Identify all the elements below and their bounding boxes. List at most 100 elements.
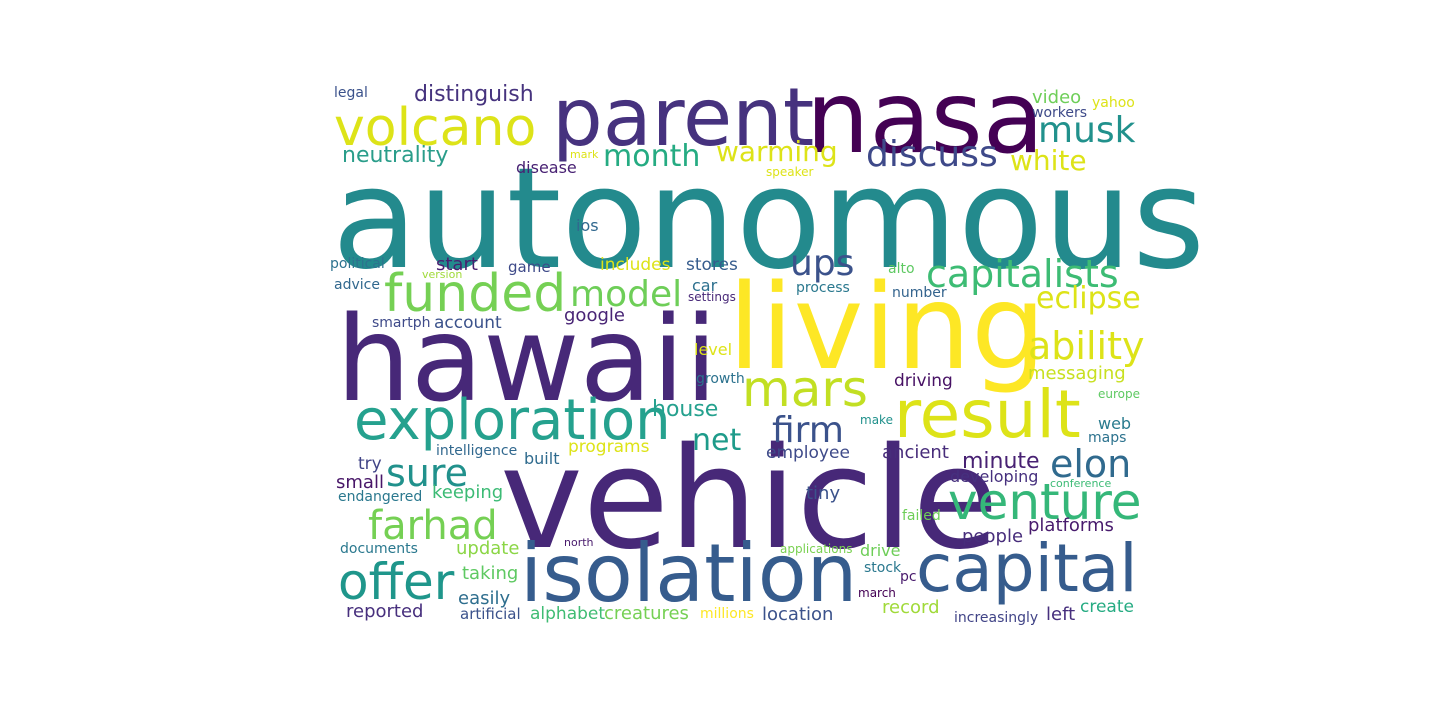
word-version: version <box>422 268 463 281</box>
word-update: update <box>456 538 520 559</box>
word-mark: mark <box>570 148 599 161</box>
word-parent: parent <box>552 71 815 164</box>
word-ancient: ancient <box>882 442 949 463</box>
word-record: record <box>882 597 940 618</box>
word-isolation: isolation <box>520 527 858 620</box>
word-neutrality: neutrality <box>342 143 449 168</box>
word-people: people <box>962 526 1024 547</box>
word-employee: employee <box>766 443 850 463</box>
word-number: number <box>892 285 947 301</box>
word-ios: ios <box>576 216 599 235</box>
word-applications: applications <box>780 542 853 556</box>
word-sure: sure <box>386 451 469 495</box>
word-platforms: platforms <box>1028 515 1114 536</box>
word-level: level <box>694 340 733 359</box>
word-ups: ups <box>790 243 855 284</box>
word-europe: europe <box>1098 387 1140 401</box>
word-house: house <box>652 397 719 422</box>
word-eclipse: eclipse <box>1036 281 1141 316</box>
word-conference: conference <box>1050 477 1112 490</box>
word-yahoo: yahoo <box>1092 95 1135 111</box>
word-workers: workers <box>1032 105 1088 121</box>
word-growth: growth <box>696 371 745 387</box>
word-disease: disease <box>516 158 577 177</box>
word-autonomous: autonomous <box>332 138 1206 301</box>
word-endangered: endangered <box>338 489 423 505</box>
word-living: living <box>728 258 1046 396</box>
word-funded: funded <box>384 264 567 324</box>
word-easily: easily <box>458 588 511 609</box>
word-documents: documents <box>340 541 418 557</box>
word-intelligence: intelligence <box>436 443 518 459</box>
word-location: location <box>762 604 834 625</box>
word-developing: developing <box>950 467 1039 486</box>
word-warming: warming <box>716 135 838 168</box>
word-capitalists: capitalists <box>926 252 1119 296</box>
word-mars: mars <box>742 360 868 418</box>
word-volcano: volcano <box>334 98 537 158</box>
word-capital: capital <box>916 530 1138 607</box>
word-driving: driving <box>894 371 953 391</box>
word-includes: includes <box>600 255 671 275</box>
word-small: small <box>336 472 384 493</box>
word-hawaii: hawaii <box>336 290 718 428</box>
word-political: political <box>330 256 385 272</box>
word-model: model <box>570 274 683 315</box>
word-car: car <box>692 276 718 295</box>
word-minute: minute <box>962 449 1040 474</box>
word-creatures: creatures <box>604 603 689 624</box>
word-stock: stock <box>864 560 902 576</box>
word-try: try <box>358 454 382 474</box>
word-keeping: keeping <box>432 482 504 503</box>
word-tiny: tiny <box>806 483 841 504</box>
word-stores: stores <box>686 255 738 275</box>
word-artificial: artificial <box>460 605 521 623</box>
word-process: process <box>796 280 850 296</box>
word-advice: advice <box>334 277 380 293</box>
word-reported: reported <box>346 601 424 622</box>
word-discuss: discuss <box>866 134 998 175</box>
word-messaging: messaging <box>1028 363 1126 384</box>
word-alto: alto <box>888 261 915 277</box>
word-nasa: nasa <box>806 59 1045 176</box>
word-distinguish: distinguish <box>414 82 534 107</box>
word-failed: failed <box>902 508 941 524</box>
word-taking: taking <box>462 563 519 584</box>
word-create: create <box>1080 597 1134 617</box>
word-pc: pc <box>900 569 917 585</box>
word-march: march <box>858 586 896 600</box>
word-exploration: exploration <box>354 388 671 453</box>
word-offer: offer <box>338 553 455 611</box>
word-maps: maps <box>1088 430 1127 446</box>
word-increasingly: increasingly <box>954 610 1039 626</box>
word-make: make <box>860 413 893 427</box>
word-left: left <box>1046 604 1076 625</box>
word-programs: programs <box>568 437 650 457</box>
word-legal: legal <box>334 85 368 101</box>
word-speaker: speaker <box>766 165 814 179</box>
word-elon: elon <box>1050 442 1132 486</box>
word-result: result <box>894 376 1081 453</box>
word-account: account <box>434 313 502 333</box>
word-alphabet: alphabet <box>530 604 606 624</box>
word-ability: ability <box>1028 324 1145 368</box>
word-north: north <box>564 536 594 549</box>
word-start: start <box>436 254 478 275</box>
word-video: video <box>1032 87 1082 108</box>
word-built: built <box>524 449 560 468</box>
word-white: white <box>1010 144 1087 177</box>
word-settings: settings <box>688 290 736 304</box>
word-month: month <box>603 139 701 174</box>
word-google: google <box>564 305 625 326</box>
word-net: net <box>692 423 742 458</box>
word-drive: drive <box>860 541 901 560</box>
word-millions: millions <box>700 606 754 622</box>
word-farhad: farhad <box>368 503 498 549</box>
word-game: game <box>508 258 551 276</box>
word-firm: firm <box>772 410 844 451</box>
word-musk: musk <box>1038 110 1136 151</box>
word-vehicle: vehicle <box>500 418 999 581</box>
word-web: web <box>1098 414 1132 433</box>
word-smartph: smartph <box>372 315 431 331</box>
